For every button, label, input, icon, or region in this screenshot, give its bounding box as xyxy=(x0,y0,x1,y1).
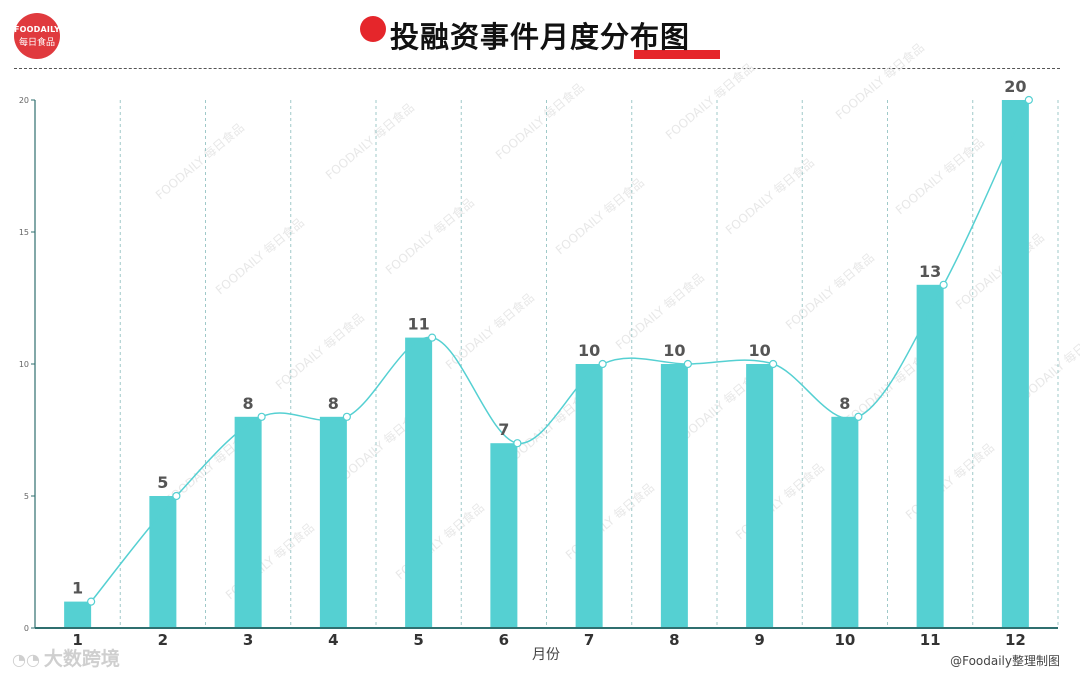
data-label: 8 xyxy=(839,394,850,413)
trend-point xyxy=(257,412,266,421)
bar xyxy=(234,416,262,628)
watermark-text: FOODAILY 每日食品 xyxy=(612,270,707,353)
y-tick-label: 20 xyxy=(19,96,29,105)
data-label: 20 xyxy=(1004,77,1026,96)
watermark-text: FOODAILY 每日食品 xyxy=(832,40,927,123)
bar xyxy=(64,601,92,628)
watermark-text: FOODAILY 每日食品 xyxy=(272,310,367,393)
x-tick-label: 5 xyxy=(413,631,423,649)
foodaily-logo: FOODAILY 每日食品 xyxy=(14,13,60,59)
watermark-text: FOODAILY 每日食品 xyxy=(782,250,877,333)
x-tick-label: 3 xyxy=(243,631,253,649)
y-tick-label: 5 xyxy=(24,492,29,501)
x-tick-label: 1 xyxy=(72,631,82,649)
footer-brand-text: 大数跨境 xyxy=(43,648,120,670)
data-label: 1 xyxy=(72,579,83,598)
bar xyxy=(660,364,688,628)
bar xyxy=(1001,100,1029,628)
watermark-text: FOODAILY 每日食品 xyxy=(152,120,247,203)
y-tick-label: 15 xyxy=(19,228,29,237)
data-label: 8 xyxy=(243,394,254,413)
trend-point xyxy=(1024,95,1033,105)
bar xyxy=(831,416,859,628)
watermark-text: FOODAILY 每日食品 xyxy=(492,80,587,163)
bar xyxy=(916,284,944,628)
chart-title: 投融资事件月度分布图 xyxy=(389,20,690,54)
watermark-text: FOODAILY 每日食品 xyxy=(382,195,477,278)
data-label: 10 xyxy=(663,341,685,360)
watermark-text: FOODAILY 每日食品 xyxy=(902,440,997,523)
logo-text-en: FOODAILY xyxy=(14,25,61,34)
x-tick-label: 10 xyxy=(834,631,855,649)
bar xyxy=(319,416,347,628)
y-tick-label: 0 xyxy=(24,624,29,633)
data-label: 11 xyxy=(407,315,429,334)
trend-point xyxy=(769,359,778,369)
footer-credit: @Foodaily整理制图 xyxy=(950,654,1060,668)
data-label: 10 xyxy=(578,341,600,360)
chat-bubble-icon: ◔◔ xyxy=(12,650,40,669)
trend-point xyxy=(172,491,181,501)
title-wrap: 投融资事件月度分布图 xyxy=(0,14,1080,56)
watermark-text: FOODAILY 每日食品 xyxy=(552,175,647,258)
x-axis-title: 月份 xyxy=(532,647,560,663)
data-label: 10 xyxy=(748,341,770,360)
footer-brand: ◔◔ 大数跨境 xyxy=(12,644,120,671)
x-tick-label: 4 xyxy=(328,631,338,649)
trend-point xyxy=(428,333,437,342)
bar xyxy=(405,337,433,628)
bar xyxy=(575,364,603,628)
data-label: 13 xyxy=(919,262,941,281)
trend-point xyxy=(342,412,351,421)
bar xyxy=(149,496,177,628)
x-tick-label: 12 xyxy=(1005,631,1026,649)
y-tick-label: 10 xyxy=(19,360,29,369)
watermark-text: FOODAILY 每日食品 xyxy=(322,100,417,183)
title-accent-dot xyxy=(360,16,386,42)
header-divider xyxy=(14,68,1060,69)
trend-point xyxy=(598,359,607,369)
x-tick-label: 9 xyxy=(754,631,764,649)
title-accent-underline xyxy=(634,50,720,59)
trend-point xyxy=(87,597,96,606)
trend-point xyxy=(939,280,948,289)
data-label: 8 xyxy=(328,394,339,413)
x-tick-label: 7 xyxy=(584,631,594,649)
watermark-text: FOODAILY 每日食品 xyxy=(212,215,307,298)
data-label: 7 xyxy=(498,420,509,439)
x-tick-label: 6 xyxy=(499,631,509,649)
bar xyxy=(746,364,774,628)
trend-point xyxy=(513,439,522,448)
watermark-text: FOODAILY 每日食品 xyxy=(952,230,1047,313)
bar xyxy=(490,443,518,628)
watermark-text: FOODAILY 每日食品 xyxy=(662,60,757,143)
x-tick-label: 11 xyxy=(920,631,941,649)
x-tick-label: 2 xyxy=(158,631,168,649)
data-label: 5 xyxy=(157,473,168,492)
x-tick-label: 8 xyxy=(669,631,679,649)
logo-text-cn: 每日食品 xyxy=(18,38,55,48)
trend-line xyxy=(90,99,1030,603)
trend-point xyxy=(854,412,863,421)
trend-point xyxy=(683,359,692,369)
